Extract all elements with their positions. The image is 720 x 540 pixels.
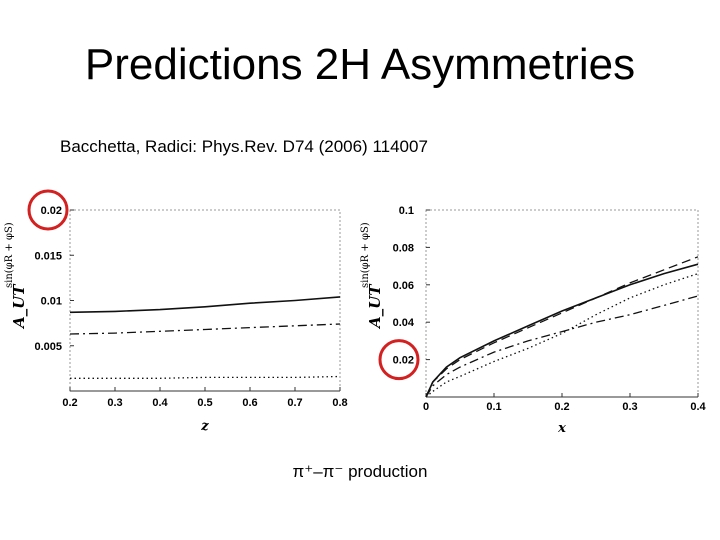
y-axis-label: A_UT <box>366 283 384 330</box>
y-tick-label: 0.005 <box>34 341 62 353</box>
x-tick-label: 0.5 <box>197 397 212 409</box>
x-tick-label: 0.4 <box>152 397 168 409</box>
series-dashdot-line <box>425 295 699 398</box>
highlight-circle <box>378 339 420 381</box>
x-tick-label: 0 <box>423 401 429 413</box>
series-dotted-line <box>425 272 699 398</box>
x-tick-label: 0.7 <box>287 397 302 409</box>
x-tick-label: 0.2 <box>554 401 569 413</box>
chart-1: 0.2 0.3 0.4 0.5 0.6 0.7 0.8 0.005 0.01 0.015 0.02 z… <box>4 189 348 434</box>
plot-frame <box>425 209 699 398</box>
series-dotted-line <box>70 375 341 379</box>
y-tick-label: 0.015 <box>34 250 62 262</box>
y-tick-label: 0.1 <box>399 205 414 217</box>
x-tick-label: 0.2 <box>62 397 77 409</box>
series-dashdot-line <box>69 323 341 335</box>
chart-2: 0 0.1 0.2 0.3 0.4 0.02 0.04 0.06 0.08 0.1 x A_UTsin… <box>360 205 707 436</box>
y-tick-label: 0.08 <box>393 242 414 254</box>
x-tick-label: 0.6 <box>242 397 257 409</box>
x-axis-label: z <box>200 419 209 434</box>
x-tick-label: 0.8 <box>332 397 347 409</box>
caption: π⁺–π⁻ production <box>292 462 428 481</box>
x-tick-label: 0.1 <box>486 401 501 413</box>
slide-title: Predictions 2H Asymmetries <box>84 40 636 89</box>
y-axis-label-superscript: sin(φR + φS) <box>360 222 371 288</box>
series-dashed-line <box>425 256 699 398</box>
series-solid-line <box>69 296 341 314</box>
x-tick-label: 0.3 <box>622 401 637 413</box>
y-tick-label: 0.06 <box>393 280 414 292</box>
y-tick-label: 0.02 <box>393 355 414 367</box>
y-tick-label: 0.01 <box>41 296 62 308</box>
x-tick-label: 0.3 <box>107 397 122 409</box>
y-tick-label: 0.04 <box>393 317 415 329</box>
y-tick-label: 0.02 <box>41 205 62 217</box>
y-axis-label: A_UT <box>10 283 28 330</box>
x-axis-label: x <box>557 421 566 436</box>
citation: Bacchetta, Radici: Phys.Rev. D74 (2006) … <box>60 137 428 156</box>
y-axis-label-superscript: sin(φR + φS) <box>4 222 15 288</box>
highlight-circle <box>27 189 69 231</box>
series-solid-line <box>425 263 699 398</box>
x-tick-label: 0.4 <box>690 401 706 413</box>
